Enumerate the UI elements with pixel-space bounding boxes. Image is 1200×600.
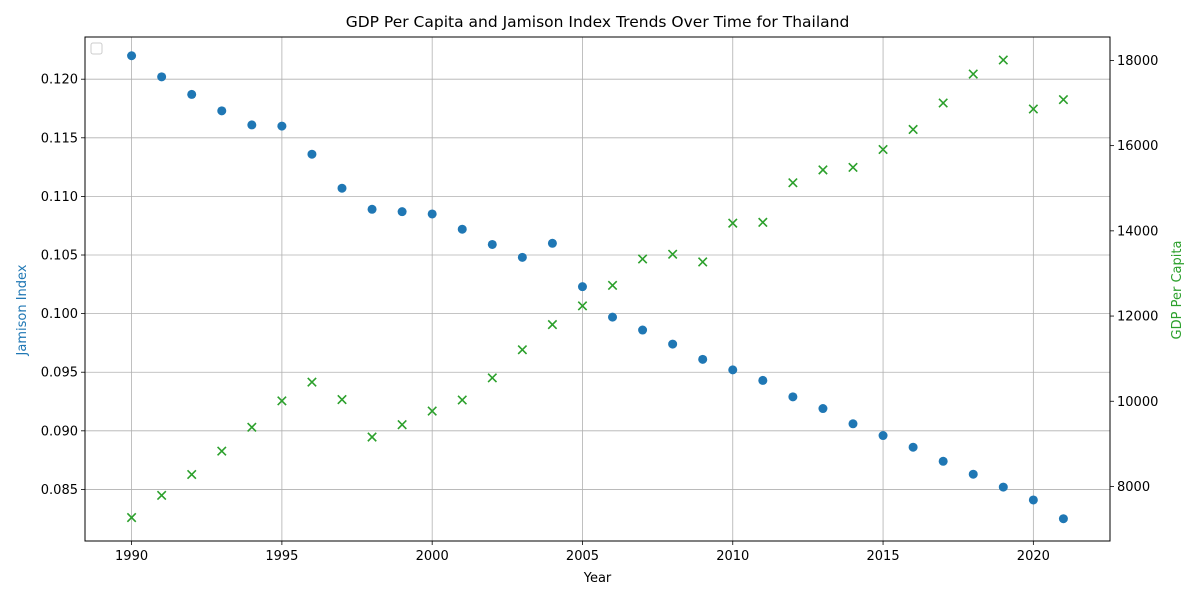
y-axis-left-label: Jamison Index xyxy=(15,264,30,356)
gdp-per-capita-point xyxy=(727,218,738,228)
data-marks xyxy=(126,51,1069,524)
y-right-tick-label: 16000 xyxy=(1117,139,1158,154)
jamison-index-point xyxy=(908,442,918,452)
gdp-per-capita-point xyxy=(637,254,648,264)
y-axis-right-label: GDP Per Capita xyxy=(1170,241,1185,340)
x-axis: 1990 1995 2000 2005 2010 2015 2020 xyxy=(115,541,1050,564)
jamison-index-point xyxy=(758,375,768,385)
jamison-index-point xyxy=(788,392,798,402)
gdp-per-capita-point xyxy=(217,446,227,456)
gdp-per-capita-point xyxy=(427,406,437,416)
jamison-index-point xyxy=(337,183,347,193)
gdp-per-capita-point xyxy=(247,422,257,433)
jamison-index-point xyxy=(848,419,858,429)
jamison-index-point xyxy=(818,404,828,414)
jamison-index-point xyxy=(668,339,678,349)
jamison-index-point xyxy=(547,238,557,248)
gdp-per-capita-point xyxy=(487,373,498,383)
gdp-per-capita-point xyxy=(697,257,708,267)
jamison-index-point xyxy=(968,469,978,479)
gdp-per-capita-point xyxy=(1058,94,1069,105)
jamison-index-point xyxy=(517,252,527,262)
jamison-index-point xyxy=(307,149,317,159)
y-right-tick-label: 8000 xyxy=(1117,480,1150,495)
jamison-index-point xyxy=(487,239,497,249)
gdp-per-capita-point xyxy=(878,144,888,155)
jamison-index-point xyxy=(427,209,437,219)
y-axis-right: 8000 10000 12000 14000 16000 18000 xyxy=(1110,54,1158,495)
y-axis-left: 0.085 0.090 0.095 0.100 0.105 0.110 0.115 0.120 xyxy=(41,73,85,498)
gdp-per-capita-point xyxy=(126,512,137,523)
x-tick-label: 2010 xyxy=(716,549,749,564)
gdp-per-capita-point xyxy=(367,432,377,442)
gdp-per-capita-point xyxy=(667,249,678,260)
y-left-tick-label: 0.105 xyxy=(41,249,78,264)
x-axis-label: Year xyxy=(583,571,612,586)
jamison-index-point xyxy=(878,431,888,441)
jamison-index-point xyxy=(938,456,948,466)
jamison-index-point xyxy=(127,51,137,61)
gdp-per-capita-point xyxy=(1028,104,1039,114)
y-left-tick-label: 0.120 xyxy=(41,73,78,88)
x-tick-label: 1990 xyxy=(115,549,148,564)
gdp-per-capita-point xyxy=(156,490,167,501)
x-tick-label: 2020 xyxy=(1017,549,1050,564)
gdp-per-capita-point xyxy=(457,395,468,405)
jamison-index-point xyxy=(577,282,587,292)
gdp-per-capita-point xyxy=(186,469,197,480)
y-left-tick-label: 0.090 xyxy=(41,424,78,439)
x-tick-label: 2015 xyxy=(867,549,900,564)
y-left-tick-label: 0.085 xyxy=(41,483,78,498)
gdp-per-capita-point xyxy=(337,394,347,405)
jamison-index-point xyxy=(367,204,377,214)
gdp-per-capita-point xyxy=(277,396,287,406)
y-right-tick-label: 10000 xyxy=(1117,395,1158,410)
gdp-per-capita-point xyxy=(788,177,798,188)
legend-box xyxy=(90,42,103,55)
plot-frame xyxy=(84,36,1111,542)
gdp-per-capita-point xyxy=(577,301,588,311)
x-tick-label: 2000 xyxy=(416,549,449,564)
gdp-per-capita-point xyxy=(968,69,978,79)
gdp-per-capita-point xyxy=(998,55,1009,65)
x-tick-label: 1995 xyxy=(265,549,298,564)
jamison-index-point xyxy=(157,72,167,82)
y-right-tick-label: 18000 xyxy=(1117,54,1158,69)
x-tick-label: 2005 xyxy=(566,549,599,564)
jamison-index-point xyxy=(277,121,287,131)
gdp-per-capita-point xyxy=(758,217,768,228)
gdp-per-capita-point xyxy=(397,419,407,430)
jamison-index-point xyxy=(1028,495,1038,505)
grid xyxy=(85,37,1110,541)
jamison-index-point xyxy=(1058,514,1068,524)
gdp-per-capita-point xyxy=(547,319,558,330)
chart-title: GDP Per Capita and Jamison Index Trends … xyxy=(346,13,850,31)
jamison-index-point xyxy=(698,354,708,364)
jamison-index-point xyxy=(397,207,407,217)
jamison-index-point xyxy=(998,482,1008,492)
gdp-per-capita-point xyxy=(607,280,618,291)
gdp-per-capita-point xyxy=(848,162,858,173)
y-left-tick-label: 0.110 xyxy=(41,190,78,205)
y-left-tick-label: 0.100 xyxy=(41,307,78,322)
gdp-per-capita-point xyxy=(517,344,528,355)
jamison-index-point xyxy=(638,325,648,335)
y-left-tick-label: 0.095 xyxy=(41,366,78,381)
jamison-index-point xyxy=(247,120,257,130)
gdp-per-capita-point xyxy=(908,124,918,135)
jamison-index-point xyxy=(217,106,227,116)
gdp-per-capita-point xyxy=(818,165,828,175)
y-right-tick-label: 12000 xyxy=(1117,310,1158,325)
y-left-tick-label: 0.115 xyxy=(41,131,78,146)
jamison-index-point xyxy=(608,312,618,322)
gdp-per-capita-point xyxy=(938,98,948,108)
gdp-per-capita-point xyxy=(307,377,317,387)
jamison-index-point xyxy=(187,89,197,99)
jamison-index-point xyxy=(457,224,467,234)
jamison-index-point xyxy=(728,365,738,375)
y-right-tick-label: 14000 xyxy=(1117,224,1158,239)
